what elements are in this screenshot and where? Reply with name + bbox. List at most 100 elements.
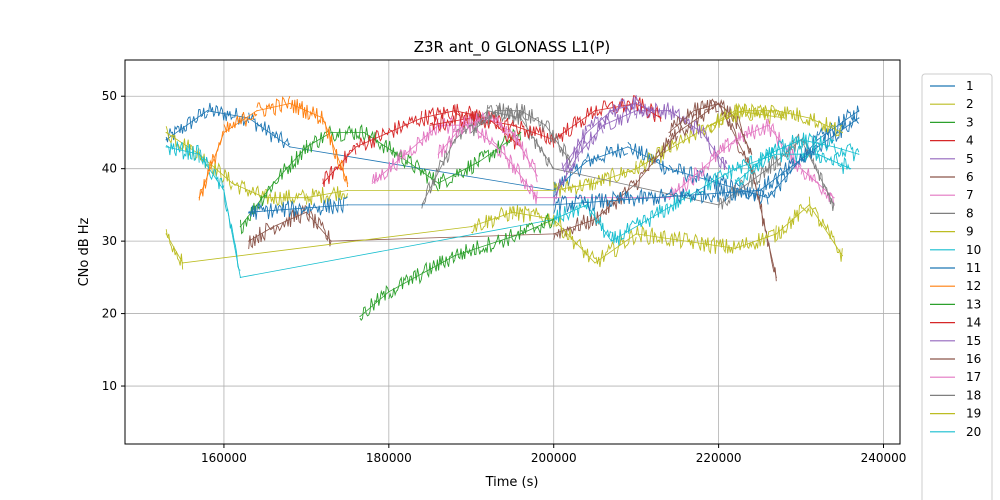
- series-14-noise: [594, 94, 637, 117]
- legend-label-8: 8: [966, 206, 974, 220]
- series-5-point: [668, 110, 670, 112]
- series-9-point: [635, 233, 637, 235]
- legend-label-1: 1: [966, 79, 974, 93]
- series-8-point: [520, 117, 522, 119]
- series-6-point: [305, 211, 307, 213]
- series-15-point: [561, 168, 563, 170]
- series-11-point: [347, 204, 349, 206]
- y-tick-label: 30: [102, 234, 117, 248]
- series-14-noise: [512, 120, 555, 148]
- series-7-point: [536, 197, 538, 199]
- series-lines: [165, 94, 860, 322]
- series-7-point: [833, 197, 835, 199]
- y-tick-label: 50: [102, 89, 117, 103]
- series-2-point: [305, 197, 307, 199]
- legend-label-17: 17: [966, 370, 981, 384]
- series-4-point: [322, 182, 324, 184]
- series-12-point: [289, 102, 291, 105]
- series-16-noise: [734, 115, 753, 155]
- series-11-noise: [248, 196, 348, 220]
- series-4-point: [421, 117, 423, 119]
- series-8-noise: [718, 165, 769, 210]
- series-12-noise: [256, 95, 291, 117]
- series-8-noise: [767, 133, 802, 174]
- series-1-point: [858, 110, 860, 112]
- series-6-noise: [272, 204, 307, 235]
- series-7-noise: [800, 168, 835, 207]
- series-7-point: [734, 139, 736, 141]
- series-4-noise: [421, 105, 456, 127]
- series-15-point: [635, 102, 637, 105]
- plot-frame: [124, 59, 901, 445]
- chart-title: Z3R ant_0 GLONASS L1(P): [414, 38, 611, 57]
- series-2-noise: [635, 132, 687, 175]
- series-6-point: [553, 233, 555, 235]
- series-17-point: [511, 131, 514, 134]
- series-15-point: [652, 110, 654, 112]
- series-14-noise: [430, 111, 472, 133]
- series-1-point: [767, 197, 769, 199]
- series-1-point: [668, 168, 670, 170]
- series-6-noise: [553, 212, 596, 240]
- series-16-point: [718, 102, 720, 105]
- series-10-point: [165, 146, 167, 148]
- series-13-point: [388, 291, 390, 293]
- series-1-point: [586, 160, 588, 162]
- series-18: [470, 102, 571, 167]
- series-10-point: [223, 189, 225, 191]
- series-7-noise: [701, 137, 736, 176]
- series-2-point: [553, 189, 555, 191]
- series-8-noise: [520, 111, 554, 170]
- series-2-point: [734, 110, 736, 112]
- legend-label-3: 3: [966, 115, 974, 129]
- series-3-noise: [330, 123, 365, 142]
- series-17-point: [536, 175, 538, 177]
- series-3-point: [272, 182, 274, 184]
- series-15: [561, 94, 654, 174]
- series-20-point: [767, 153, 769, 155]
- legend-label-12: 12: [966, 279, 981, 293]
- series-12-point: [198, 197, 200, 199]
- x-axis-label: Time (s): [485, 475, 539, 490]
- series-13-noise: [388, 251, 456, 300]
- series-19-point: [775, 110, 777, 112]
- series-7-point: [404, 153, 406, 155]
- legend-label-11: 11: [966, 261, 981, 275]
- series-11-point: [759, 189, 761, 191]
- series-16-point: [751, 153, 753, 155]
- series-18-point: [520, 110, 522, 112]
- series-2-noise: [265, 188, 307, 207]
- series-17-point: [462, 124, 464, 126]
- x-tick-label: 220000: [696, 451, 742, 465]
- series-9-noise: [165, 229, 184, 270]
- series-10-point: [817, 153, 819, 155]
- legend-label-4: 4: [966, 134, 974, 148]
- series-6-noise: [676, 98, 719, 138]
- series-3: [239, 123, 522, 235]
- series-2-point: [784, 117, 786, 119]
- x-tick-label: 200000: [531, 451, 577, 465]
- series-9-noise: [635, 225, 736, 255]
- series-20-noise: [767, 134, 802, 163]
- series-11-point: [652, 197, 654, 199]
- series-3-point: [520, 131, 522, 134]
- series-10-point: [586, 204, 588, 206]
- series-9-point: [182, 262, 184, 264]
- series-14-point: [511, 124, 514, 126]
- series-18-point: [495, 110, 497, 112]
- series-2-point: [231, 182, 233, 184]
- series-16-point: [668, 131, 670, 134]
- series-14-noise: [553, 106, 596, 144]
- series-4-point: [355, 146, 357, 148]
- series-3-noise: [239, 181, 274, 235]
- series-13-point: [553, 218, 555, 220]
- series-8-point: [553, 168, 555, 170]
- series-11-point: [817, 146, 819, 148]
- series-5-point: [701, 131, 703, 134]
- series-2-point: [264, 197, 266, 199]
- y-tick-label: 20: [102, 307, 117, 321]
- series-9-point: [165, 233, 167, 235]
- series-1-point: [248, 117, 250, 119]
- series-20-point: [833, 146, 835, 148]
